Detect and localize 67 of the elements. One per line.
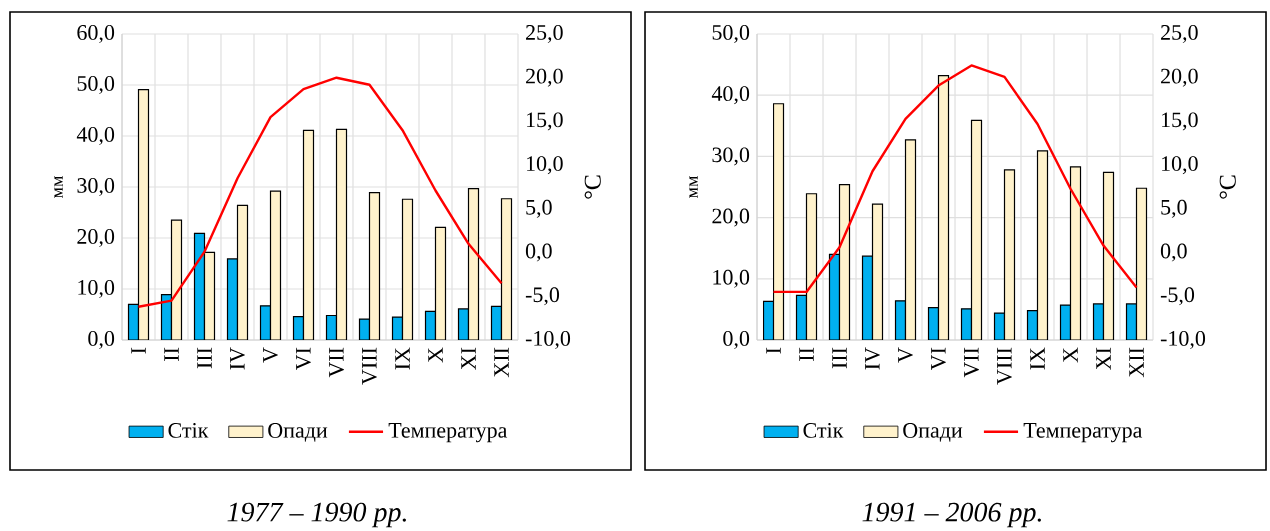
y-tick-label: 30,0: [712, 147, 750, 166]
line-series: [137, 76, 503, 308]
x-tick-label: V: [898, 347, 913, 363]
y-tick-label: 40,0: [76, 127, 115, 146]
x-tick-label: XII: [1129, 347, 1144, 378]
y2-tick-label: 5,0: [1161, 199, 1187, 218]
y-tick-label: 30,0: [77, 178, 115, 197]
y-tick-label: 10,0: [713, 269, 750, 288]
y2-tick-label: 15,0: [527, 112, 563, 131]
legend-label: Температура: [1023, 423, 1143, 443]
x-tick-label: II: [164, 347, 179, 361]
x-tick-label: V: [263, 347, 278, 363]
y2-tick-label: -10,0: [525, 331, 571, 350]
y2-axis-title: °C: [1219, 175, 1236, 199]
y2-tick-label: 10,0: [1162, 156, 1198, 175]
x-tick-label: III: [832, 347, 847, 369]
y-tick-label: 0,0: [88, 331, 115, 350]
text: 1977 – 1990 рр.: [227, 502, 406, 528]
y2-axis-title: °C: [584, 175, 601, 199]
y2-tick-label: 5,0: [526, 199, 552, 218]
x-tick-label: IX: [395, 347, 410, 370]
y2-tick-label: 20,0: [1161, 68, 1198, 87]
x-tick-label: II: [799, 347, 814, 361]
x-tick-label: XII: [494, 347, 509, 378]
x-tick-label: VI: [296, 347, 311, 371]
legend-label: Температура: [388, 423, 508, 443]
y2-tick-label: 0,0: [1160, 243, 1187, 262]
x-tick-label: X: [1063, 347, 1078, 363]
x-tick-label: X: [428, 347, 443, 363]
y-tick-label: 10,0: [78, 280, 115, 299]
x-tick-label: XI: [461, 347, 476, 370]
y2-tick-label: 25,0: [526, 25, 563, 44]
x-tick-label: VIII: [362, 347, 377, 385]
legend-label: Опади: [268, 423, 328, 442]
y-tick-label: 0,0: [723, 331, 750, 350]
x-tick-label: I: [131, 347, 146, 354]
legend-label: Стік: [803, 423, 844, 438]
y2-tick-label: 25,0: [1161, 25, 1198, 44]
y2-tick-label: 15,0: [1162, 112, 1198, 131]
y-tick-label: 20,0: [77, 229, 115, 248]
line-series: [772, 64, 1138, 294]
y2-tick-label: -5,0: [525, 287, 560, 306]
x-tick-label: I: [766, 347, 781, 354]
y-axis-title: мм: [689, 176, 698, 198]
legend-label: Опади: [903, 423, 963, 442]
x-tick-label: VIII: [997, 347, 1012, 385]
y2-tick-label: -5,0: [1160, 287, 1195, 306]
y-tick-label: 40,0: [711, 86, 750, 105]
legend-label: Стік: [168, 423, 209, 438]
y-tick-label: 20,0: [712, 208, 750, 227]
x-tick-label: IV: [865, 347, 880, 370]
y2-tick-label: -10,0: [1160, 331, 1206, 350]
y2-tick-label: 20,0: [526, 68, 563, 87]
x-tick-label: VI: [931, 347, 946, 371]
y-tick-label: 50,0: [712, 25, 750, 44]
x-tick-label: III: [197, 347, 212, 369]
y-axis-title: мм: [54, 176, 63, 198]
x-tick-label: XI: [1096, 347, 1111, 370]
x-tick-label: VII: [964, 347, 979, 378]
x-tick-label: VII: [329, 347, 344, 378]
y2-tick-label: 0,0: [525, 243, 552, 262]
x-tick-label: IV: [230, 347, 245, 370]
text: 1991 – 2006 рр.: [862, 502, 1041, 528]
y2-tick-label: 10,0: [527, 156, 563, 175]
x-tick-label: IX: [1030, 347, 1045, 370]
y-tick-label: 60,0: [77, 25, 115, 44]
y-tick-label: 50,0: [77, 76, 115, 95]
